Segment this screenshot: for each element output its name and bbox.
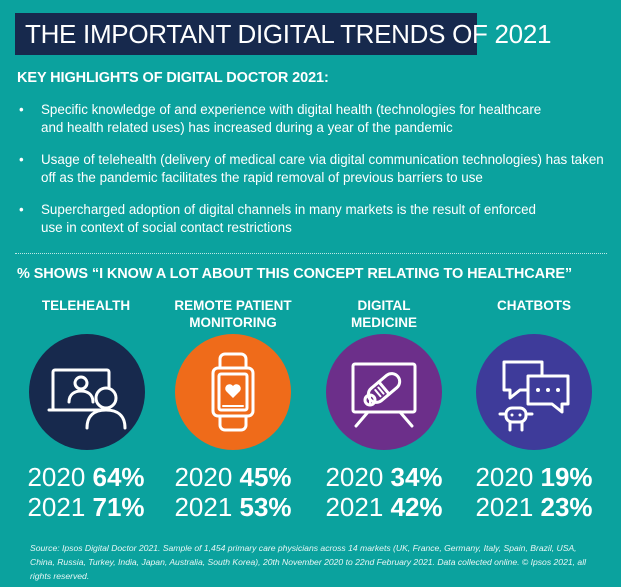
- year-label: 2021: [27, 492, 93, 522]
- wearable-heart-monitor-icon: [175, 334, 291, 450]
- year-label: 2020: [325, 462, 391, 492]
- highlight-item: • Usage of telehealth (delivery of medic…: [17, 151, 607, 187]
- highlight-line: off as the pandemic facilitates the rapi…: [41, 170, 483, 185]
- category-label-chatbots: CHATBOTS: [459, 297, 609, 333]
- source-note: Source: Ipsos Digital Doctor 2021. Sampl…: [30, 543, 587, 581]
- value-2020-remote-patient-monitoring: 45%: [239, 462, 292, 492]
- key-highlights-heading: KEY HIGHLIGHTS OF DIGITAL DOCTOR 2021:: [17, 70, 329, 86]
- highlights-list: • Specific knowledge of and experience w…: [17, 101, 607, 251]
- stat-row-2021: 2021 71%: [11, 491, 161, 523]
- highlight-item: • Supercharged adoption of digital chann…: [17, 201, 607, 237]
- category-label-digital-medicine: DIGITAL MEDICINE: [309, 297, 459, 333]
- stat-row-2020: 2020 34%: [309, 461, 459, 493]
- stat-row-2021: 2021 42%: [309, 491, 459, 523]
- year-label: 2021: [475, 492, 541, 522]
- category-label-line: MONITORING: [189, 315, 277, 330]
- year-label: 2021: [174, 492, 240, 522]
- category-label-line: CHATBOTS: [497, 298, 571, 313]
- category-label-remote-patient-monitoring: REMOTE PATIENT MONITORING: [158, 297, 308, 333]
- category-label-line: TELEHEALTH: [41, 298, 131, 313]
- value-2021-telehealth: 71%: [92, 492, 145, 522]
- bullet-dot: •: [19, 152, 24, 167]
- video-call-doctor-icon: [29, 334, 145, 450]
- category-label-line: MEDICINE: [350, 315, 417, 330]
- page-title: THE IMPORTANT DIGITAL TRENDS OF 2021: [15, 13, 551, 55]
- stat-row-2021: 2021 53%: [158, 491, 308, 523]
- highlight-line: use in context of social contact restric…: [41, 220, 292, 235]
- value-2021-digital-medicine: 42%: [390, 492, 443, 522]
- category-label-telehealth: TELEHEALTH: [11, 297, 161, 333]
- highlight-line: Specific knowledge of and experience wit…: [41, 102, 542, 117]
- stat-row-2020: 2020 45%: [158, 461, 308, 493]
- chatbot-robot-icon: [476, 334, 592, 450]
- chart-title: % SHOWS “I KNOW A LOT ABOUT THIS CONCEPT…: [17, 266, 573, 282]
- highlight-line: Supercharged adoption of digital channel…: [41, 202, 536, 217]
- highlight-line: and health related uses) has increased d…: [41, 120, 453, 135]
- section-divider: [15, 253, 607, 254]
- page-title-text: THE IMPORTANT DIGITAL TRENDS OF 2021: [25, 18, 552, 49]
- year-label: 2021: [325, 492, 391, 522]
- category-label-line: DIGITAL: [357, 298, 411, 313]
- highlight-line: Usage of telehealth (delivery of medical…: [41, 152, 604, 167]
- stat-row-2020: 2020 19%: [459, 461, 609, 493]
- value-2020-digital-medicine: 34%: [390, 462, 443, 492]
- year-label: 2020: [174, 462, 240, 492]
- value-2021-chatbots: 23%: [540, 492, 593, 522]
- pill-on-monitor-icon: [326, 334, 442, 450]
- highlight-item: • Specific knowledge of and experience w…: [17, 101, 607, 137]
- value-2021-remote-patient-monitoring: 53%: [239, 492, 292, 522]
- bullet-dot: •: [19, 202, 24, 217]
- category-label-line: REMOTE PATIENT: [174, 298, 292, 313]
- stat-row-2021: 2021 23%: [459, 491, 609, 523]
- bullet-dot: •: [19, 102, 24, 117]
- stat-row-2020: 2020 64%: [11, 461, 161, 493]
- value-2020-telehealth: 64%: [92, 462, 145, 492]
- value-2020-chatbots: 19%: [540, 462, 593, 492]
- year-label: 2020: [27, 462, 93, 492]
- year-label: 2020: [475, 462, 541, 492]
